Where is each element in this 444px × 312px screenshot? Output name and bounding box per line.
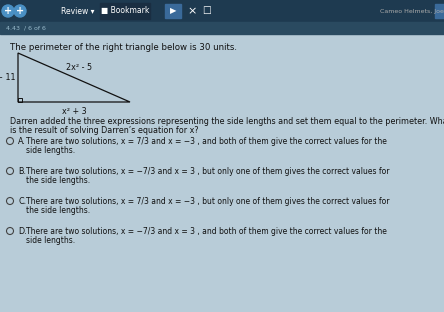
Text: 2x + 11: 2x + 11: [0, 73, 15, 82]
Text: the side lengths.: the side lengths.: [26, 206, 90, 215]
Text: ▶: ▶: [170, 7, 176, 16]
Bar: [435, 4, 444, 18]
Text: The perimeter of the right triangle below is 30 units.: The perimeter of the right triangle belo…: [10, 43, 237, 52]
Text: ■ Bookmark: ■ Bookmark: [101, 7, 149, 16]
Text: 2x² - 5: 2x² - 5: [66, 64, 92, 72]
Bar: [0, 0, 444, 22]
Bar: [100, 3, 150, 19]
Text: is the result of solving Darren’s equation for x?: is the result of solving Darren’s equati…: [10, 126, 198, 135]
Text: side lengths.: side lengths.: [26, 236, 75, 245]
Text: +: +: [4, 6, 12, 16]
Text: ×: ×: [187, 6, 197, 16]
Bar: [18, 98, 22, 102]
Text: C.: C.: [18, 197, 26, 206]
Bar: [0, 22, 444, 34]
Text: Darren added the three expressions representing the side lengths and set them eq: Darren added the three expressions repre…: [10, 117, 444, 126]
Text: ☐: ☐: [202, 6, 211, 16]
Text: x² + 3: x² + 3: [62, 107, 86, 116]
Text: D.: D.: [18, 227, 27, 236]
Text: the side lengths.: the side lengths.: [26, 176, 90, 185]
Text: Review ▾: Review ▾: [61, 7, 95, 16]
Text: There are two solutions, x = 7/3 and x = −3 , but only one of them gives the cor: There are two solutions, x = 7/3 and x =…: [26, 197, 389, 206]
Text: B.: B.: [18, 167, 26, 175]
Text: 4.43  / 6 of 6: 4.43 / 6 of 6: [6, 26, 46, 31]
Text: Cameo Helmets, Joe: Cameo Helmets, Joe: [380, 8, 444, 13]
Text: There are two solutions, x = −7/3 and x = 3 , but only one of them gives the cor: There are two solutions, x = −7/3 and x …: [26, 167, 389, 176]
Circle shape: [14, 5, 26, 17]
Bar: [165, 4, 181, 18]
Text: There are two solutions, x = −7/3 and x = 3 , and both of them give the correct : There are two solutions, x = −7/3 and x …: [26, 227, 387, 236]
Text: There are two solutions, x = 7/3 and x = −3 , and both of them give the correct : There are two solutions, x = 7/3 and x =…: [26, 137, 387, 146]
Circle shape: [2, 5, 14, 17]
Text: +: +: [16, 6, 24, 16]
Text: side lengths.: side lengths.: [26, 146, 75, 155]
Text: A.: A.: [18, 137, 26, 145]
